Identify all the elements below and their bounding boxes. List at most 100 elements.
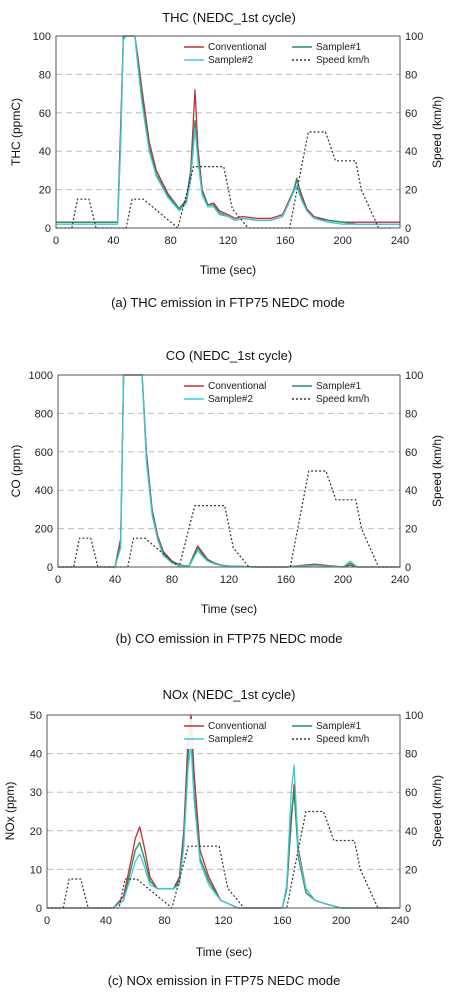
chart-title: NOx (NEDC_1st cycle) bbox=[163, 687, 296, 702]
y2-tick-label: 80 bbox=[405, 69, 417, 81]
y2-tick-label: 80 bbox=[405, 408, 417, 420]
y2-tick-label: 80 bbox=[405, 749, 417, 761]
y-tick-label: 600 bbox=[35, 447, 53, 459]
y2-tick-label: 20 bbox=[405, 185, 417, 197]
chart-panel-thc: THC (NEDC_1st cycle) 0 40 80 120 160 200 24002… bbox=[9, 10, 444, 310]
legend-label: Sample#2 bbox=[208, 394, 253, 405]
y-axis-label: NOx (ppm) bbox=[3, 782, 17, 841]
x-tick-label: 240 bbox=[391, 235, 409, 247]
x-tick-label: 160 bbox=[277, 574, 295, 586]
plot-frame bbox=[57, 374, 401, 568]
chart-panel-nox: NOx (NEDC_1st cycle) 0 40 80 120 160 200 24001… bbox=[3, 687, 444, 988]
y-tick-label: 40 bbox=[30, 749, 42, 761]
x-tick-label: 40 bbox=[100, 915, 112, 927]
legend-label: Speed km/h bbox=[316, 394, 369, 405]
chart-panel-co: CO (NEDC_1st cycle) 0 40 80 120 160 200 240020… bbox=[9, 348, 444, 646]
x-tick-label: 200 bbox=[332, 915, 350, 927]
legend-label: Conventional bbox=[208, 721, 266, 732]
legend: Conventional Sample#1 Sample#2 Speed km/h bbox=[180, 379, 396, 409]
y-tick-label: 40 bbox=[39, 146, 51, 158]
tick-labels: 0 40 80 120 160 200 24002040608010002040608010… bbox=[33, 31, 424, 247]
x-tick-label: 80 bbox=[159, 915, 171, 927]
y2-tick-label: 0 bbox=[405, 223, 411, 235]
y2-tick-label: 100 bbox=[405, 710, 423, 722]
x-tick-label: 80 bbox=[165, 235, 177, 247]
legend-label: Sample#1 bbox=[316, 721, 361, 732]
y2-tick-label: 20 bbox=[405, 524, 417, 536]
y-tick-label: 0 bbox=[47, 562, 53, 574]
y-tick-label: 30 bbox=[30, 787, 42, 799]
y-tick-label: 50 bbox=[30, 710, 42, 722]
y2-axis-label: Speed (km/h) bbox=[430, 435, 444, 507]
x-tick-label: 0 bbox=[55, 574, 61, 586]
y2-tick-label: 20 bbox=[405, 864, 417, 876]
y2-tick-label: 40 bbox=[405, 826, 417, 838]
y2-tick-label: 100 bbox=[405, 31, 423, 43]
series-line-speed-km-h bbox=[47, 810, 392, 909]
x-tick-label: 240 bbox=[391, 574, 409, 586]
x-tick-label: 240 bbox=[391, 915, 409, 927]
tick-labels: 0 40 80 120 160 200 24002004006008001000020406… bbox=[29, 370, 424, 586]
legend: Conventional Sample#1 Sample#2 Speed km/h bbox=[180, 40, 396, 70]
plot-frame bbox=[46, 714, 401, 909]
y2-tick-label: 0 bbox=[405, 903, 411, 915]
x-tick-label: 200 bbox=[333, 235, 351, 247]
legend-label: Sample#2 bbox=[208, 734, 253, 745]
y2-axis-label: Speed (km/h) bbox=[430, 96, 444, 168]
y-tick-label: 400 bbox=[35, 485, 53, 497]
grid-lines bbox=[58, 412, 400, 530]
y2-tick-label: 100 bbox=[405, 370, 423, 382]
series-line-sample-2 bbox=[47, 745, 400, 909]
x-tick-label: 40 bbox=[109, 574, 121, 586]
grid-lines bbox=[56, 73, 400, 191]
figure-caption: (a) THC emission in FTP75 NEDC mode bbox=[111, 295, 345, 310]
x-tick-label: 0 bbox=[44, 915, 50, 927]
legend: Conventional Sample#1 Sample#2 Speed km/h bbox=[180, 719, 396, 749]
x-tick-label: 80 bbox=[166, 574, 178, 586]
y-tick-label: 0 bbox=[36, 903, 42, 915]
y2-tick-label: 0 bbox=[405, 562, 411, 574]
legend-label: Speed km/h bbox=[316, 55, 369, 66]
x-tick-label: 200 bbox=[334, 574, 352, 586]
legend-box bbox=[180, 379, 396, 409]
y2-tick-label: 40 bbox=[405, 485, 417, 497]
y2-tick-label: 60 bbox=[405, 787, 417, 799]
chart-title: CO (NEDC_1st cycle) bbox=[166, 348, 292, 363]
x-tick-label: 0 bbox=[53, 235, 59, 247]
legend-label: Sample#1 bbox=[316, 42, 361, 53]
y-tick-label: 1000 bbox=[29, 370, 53, 382]
x-tick-label: 120 bbox=[219, 235, 237, 247]
legend-label: Conventional bbox=[208, 381, 266, 392]
plot-frame bbox=[55, 35, 401, 229]
y-tick-label: 0 bbox=[45, 223, 51, 235]
x-axis-label: Time (sec) bbox=[196, 945, 252, 959]
y-tick-label: 800 bbox=[35, 408, 53, 420]
x-tick-label: 40 bbox=[107, 235, 119, 247]
y-tick-label: 80 bbox=[39, 69, 51, 81]
series-line-speed-km-h bbox=[56, 131, 392, 229]
series-line-speed-km-h bbox=[58, 470, 392, 568]
grid-lines bbox=[47, 753, 400, 870]
y-tick-label: 20 bbox=[39, 185, 51, 197]
y-tick-label: 60 bbox=[39, 108, 51, 120]
y-axis-label: THC (ppmC) bbox=[9, 98, 23, 166]
y-axis-label: CO (ppm) bbox=[9, 445, 23, 498]
x-tick-label: 160 bbox=[276, 235, 294, 247]
series-layer bbox=[47, 714, 400, 909]
x-axis-label: Time (sec) bbox=[201, 602, 257, 616]
x-tick-label: 120 bbox=[220, 574, 238, 586]
y2-tick-label: 60 bbox=[405, 108, 417, 120]
legend-label: Sample#2 bbox=[208, 55, 253, 66]
legend-label: Speed km/h bbox=[316, 734, 369, 745]
series-layer bbox=[56, 35, 400, 229]
chart-title: THC (NEDC_1st cycle) bbox=[162, 10, 296, 25]
series-line-sample-2 bbox=[56, 35, 400, 225]
x-tick-label: 120 bbox=[214, 915, 232, 927]
legend-box bbox=[180, 719, 396, 749]
legend-label: Sample#1 bbox=[316, 381, 361, 392]
figure-caption: (b) CO emission in FTP75 NEDC mode bbox=[116, 631, 343, 646]
x-tick-label: 160 bbox=[273, 915, 291, 927]
figure-caption: (c) NOx emission in FTP75 NEDC mode bbox=[108, 973, 341, 988]
